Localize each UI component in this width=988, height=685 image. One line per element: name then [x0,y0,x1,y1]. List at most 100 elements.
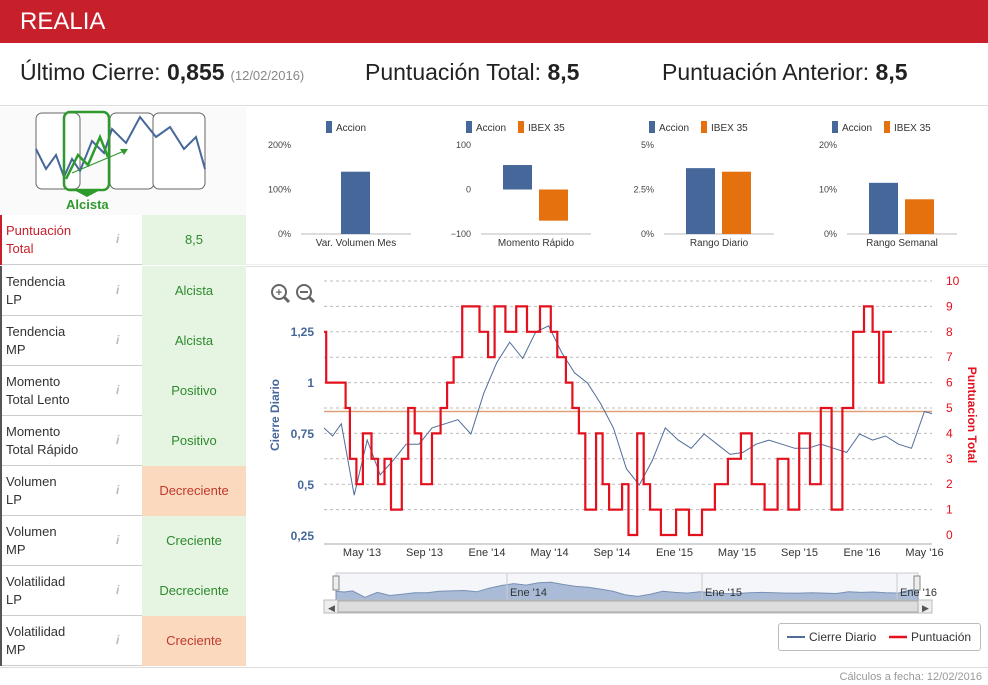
row-tendencia-lp[interactable]: Tendencia LP i Alcista [0,266,246,316]
mini-y-tick: 5% [641,140,654,150]
info-icon[interactable]: i [116,433,120,447]
range-navigator[interactable]: Ene '14 Ene '15 Ene '16 [332,572,937,601]
row-label-line1: Volumen [6,524,57,539]
previous-score: Puntuación Anterior: 8,5 [662,59,908,86]
trend-label: Alcista [66,197,109,212]
info-icon[interactable]: i [116,583,120,597]
previous-score-label: Puntuación Anterior: [662,59,870,85]
scrollbar[interactable]: ◀ ▶ [323,599,933,614]
row-label: Volatilidad MP [0,616,142,666]
navigator-handle-left [332,575,340,591]
legend-price-label[interactable]: Cierre Diario [809,630,877,644]
info-icon[interactable]: i [116,283,120,297]
app-title: REALIA [20,8,106,35]
x-tick: Sep '14 [594,547,631,559]
mini-y-tick: −100 [451,229,471,239]
zoom-in-lens [271,284,287,300]
row-value: Positivo [142,416,246,466]
left-y-tick: 1 [307,376,314,390]
trend-arrowhead [120,149,128,155]
right-y-tick: 5 [946,401,953,415]
mini-bar [869,182,898,234]
trend-pointer [72,189,102,197]
mini-y-tick: 20% [819,140,837,150]
left-axis-title: Cierre Diario [268,379,282,451]
row-value: Alcista [142,316,246,366]
row-volumen-mp[interactable]: Volumen MP i Creciente [0,516,246,566]
row-label-line2: Total Rápido [6,442,79,457]
x-tick: May '14 [530,547,568,559]
trend-frame-4 [152,112,206,190]
row-label-line2: LP [6,492,22,507]
last-close-date: (12/02/2016) [230,68,305,83]
row-label-line2: LP [6,292,22,307]
mini-bar [503,165,532,190]
legend-score-label[interactable]: Puntuación [911,630,971,644]
mini-charts-svg: Accion 200% 100% 0% Var. Volumen Mes Accion IB… [246,121,988,266]
info-icon[interactable]: i [116,333,120,347]
total-score: Puntuación Total: 8,5 [365,59,579,86]
row-label-line1: Volatilidad [6,624,66,639]
scroll-right-arrow: ▶ [922,603,929,613]
trend-frame-1 [35,112,81,190]
row-volatilidad-lp[interactable]: Volatilidad LP i Decreciente [0,566,246,616]
mini-charts: Accion 200% 100% 0% Var. Volumen Mes Accion IB… [246,107,988,266]
mini-chart-title: Rango Diario [690,238,749,249]
zoom-in-icon[interactable]: + [271,284,291,304]
mini-bar [905,199,934,234]
scroll-left-arrow: ◀ [328,603,335,613]
right-y-tick: 0 [946,528,953,542]
mini-legend-label: Accion [842,123,872,134]
info-icon[interactable]: i [116,633,120,647]
x-tick: May '15 [718,547,756,559]
row-momento-lento[interactable]: Momento Total Lento i Positivo [0,366,246,416]
navigator-area [335,581,919,601]
row-tendencia-mp[interactable]: Tendencia MP i Alcista [0,316,246,366]
x-tick: Ene '16 [844,547,881,559]
navigator-tick: Ene '15 [705,587,742,599]
mini-y-tick: 2.5% [633,185,654,195]
row-volumen-lp[interactable]: Volumen LP i Decreciente [0,466,246,516]
mini-legend-label: Accion [336,123,366,134]
mini-legend-swatch [649,121,655,133]
mini-legend-swatch [518,121,524,133]
total-score-label: Puntuación Total: [365,59,542,85]
zoom-out-icon[interactable] [296,284,316,304]
navigator-tick: Ene '14 [510,587,547,599]
zoom-out-handle [307,295,316,304]
row-label: Tendencia LP [0,266,142,316]
mini-bar [341,171,370,234]
row-label: Volumen LP [0,466,142,516]
row-label: Tendencia MP [0,316,142,366]
mini-legend-label: IBEX 35 [711,123,748,134]
row-value: Creciente [142,516,246,566]
mini-bar [539,189,568,221]
info-icon[interactable]: i [116,232,120,246]
app-header: REALIA [0,0,988,43]
row-momento-rapido[interactable]: Momento Total Rápido i Positivo [0,416,246,466]
x-tick: Sep '15 [781,547,818,559]
trend-highlight-line [64,133,110,180]
row-volatilidad-mp[interactable]: Volatilidad MP i Creciente [0,616,246,666]
mini-y-tick: 100 [456,140,471,150]
row-label: Puntuación Total [0,215,142,265]
mini-chart-title: Rango Semanal [866,238,938,249]
row-label-line2: Total Lento [6,392,70,407]
row-puntuacion-total[interactable]: Puntuación Total i 8,5 [0,215,246,265]
mini-y-tick: 0% [278,229,291,239]
left-y-tick: 0,75 [291,427,315,441]
mini-chart-title: Momento Rápido [498,238,575,249]
previous-score-value: 8,5 [875,59,908,85]
trend-graphic [35,110,206,197]
info-icon[interactable]: i [116,383,120,397]
right-y-tick: 9 [946,299,953,313]
mini-legend-swatch [326,121,332,133]
summary-bar: Último Cierre: 0,855 (12/02/2016) Puntuac… [0,43,988,106]
zoom-out-lens [296,284,312,300]
info-icon[interactable]: i [116,483,120,497]
info-icon[interactable]: i [116,533,120,547]
row-label-line2: MP [6,542,26,557]
trend-arrow [71,150,125,174]
navigator-tick: Ene '16 [900,587,937,599]
